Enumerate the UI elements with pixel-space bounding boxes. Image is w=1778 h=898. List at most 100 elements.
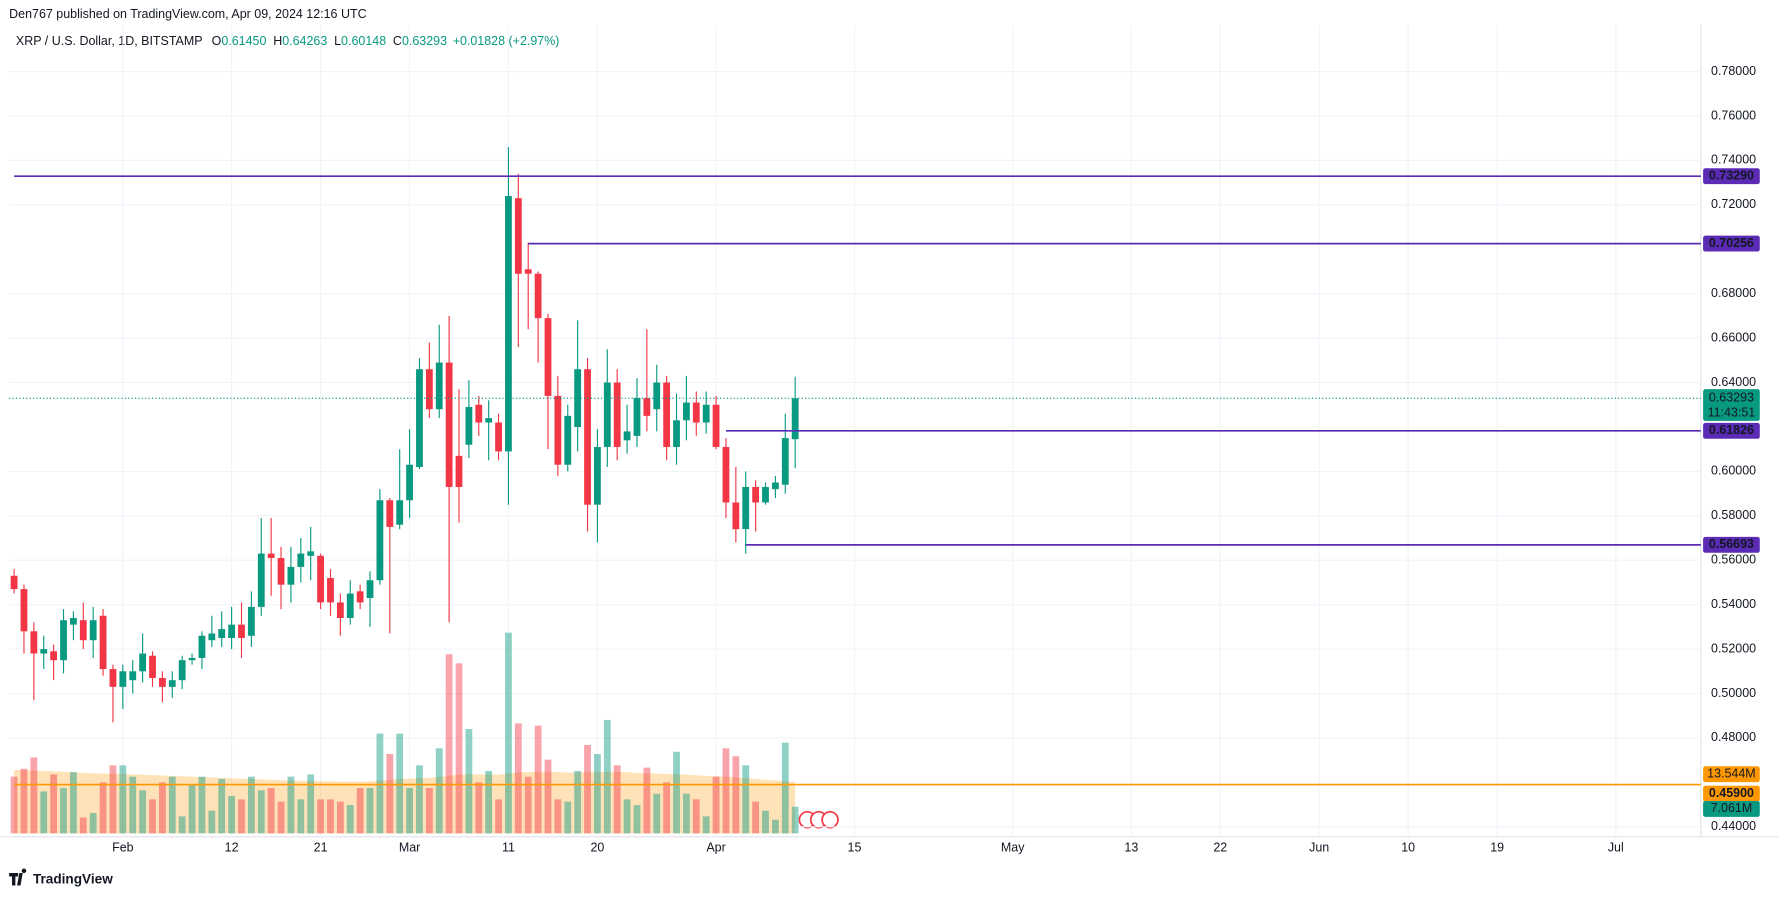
candle-body — [228, 624, 236, 638]
candle-body — [425, 369, 433, 410]
volume-bar — [228, 795, 236, 834]
volume-bar — [455, 663, 463, 834]
candle-body — [396, 500, 404, 525]
candle-body — [70, 617, 77, 625]
volume-ma-label-bg — [1703, 766, 1760, 783]
volume-bar — [60, 788, 67, 834]
candle-body — [653, 382, 661, 410]
candle-body — [514, 198, 522, 274]
candle-body — [623, 431, 631, 441]
candle-body — [742, 486, 750, 530]
level-label-bg — [1703, 235, 1760, 252]
volume-bar — [732, 756, 740, 834]
volume-bar — [238, 799, 245, 834]
candle-body — [643, 398, 651, 416]
volume-bar — [327, 799, 334, 834]
countdown-label: 11:43:51 — [1708, 405, 1756, 419]
volume-bar — [514, 723, 522, 834]
legend-key: L — [334, 34, 341, 48]
candle-body — [10, 575, 18, 590]
volume-bar — [742, 765, 750, 834]
candle-body — [752, 486, 760, 503]
event-icons — [798, 810, 839, 829]
volume-bar — [495, 799, 502, 834]
volume-bar — [109, 765, 117, 834]
candle-body — [445, 362, 453, 487]
volume-bar — [663, 782, 671, 834]
legend-value: 0.61450 — [221, 34, 266, 48]
level-label-bg — [1703, 168, 1760, 185]
volume-bar — [218, 778, 226, 834]
level-label-bg — [1703, 785, 1760, 802]
candle-body — [218, 629, 226, 638]
legend-key: H — [273, 34, 282, 48]
volume-bar — [781, 742, 789, 834]
volume-bar — [119, 765, 127, 834]
volume-bar — [257, 790, 265, 834]
volume-bar — [435, 748, 443, 834]
candle-body — [722, 446, 730, 503]
candle-body — [505, 195, 512, 452]
candle-body — [781, 438, 789, 485]
candle-body — [307, 551, 315, 556]
legend-change: +0.01828 (+2.97%) — [453, 34, 560, 48]
volume-bar — [366, 788, 374, 834]
volume-bar — [574, 771, 582, 834]
last-price-bg — [1703, 389, 1760, 421]
candle-body — [317, 555, 324, 603]
y-tick-label: 0.66000 — [1711, 330, 1756, 344]
y-tick-label: 0.64000 — [1711, 375, 1756, 389]
volume-bar — [534, 725, 542, 834]
y-tick-label: 0.48000 — [1711, 730, 1756, 744]
candle-body — [208, 633, 216, 641]
candle-body — [613, 382, 621, 447]
x-tick-label: 10 — [1401, 840, 1415, 854]
volume-bar — [722, 748, 730, 834]
candle-body — [712, 404, 720, 447]
candle-body — [257, 553, 265, 607]
x-tick-label: 11 — [502, 840, 515, 854]
volume-bar — [208, 810, 216, 834]
volume-bar — [317, 799, 324, 834]
candle-body — [416, 369, 423, 467]
volume-bar — [425, 788, 433, 834]
y-tick-label: 0.76000 — [1711, 108, 1756, 122]
x-tick-label: Jul — [1608, 840, 1624, 854]
volume-bar — [594, 754, 601, 834]
candle-body — [129, 671, 137, 681]
y-tick-label: 0.60000 — [1711, 464, 1756, 478]
candle-body — [356, 591, 364, 603]
candle-body — [762, 486, 769, 503]
volume-bar — [505, 632, 512, 834]
candle-body — [495, 422, 502, 452]
x-tick-label: Apr — [706, 840, 725, 854]
candle-body — [475, 404, 483, 423]
candle-body — [683, 402, 690, 421]
candle-body — [564, 415, 572, 465]
volume-bar — [89, 812, 97, 834]
volume-bar — [623, 799, 631, 834]
candle-body — [366, 580, 374, 598]
volume-bar — [70, 772, 77, 834]
logo: TradingView — [9, 868, 113, 886]
volume-bar — [99, 782, 107, 834]
event-icon[interactable] — [821, 810, 839, 829]
candle-body — [406, 464, 413, 501]
candle-body — [277, 558, 285, 585]
logo-mark — [9, 868, 27, 886]
volume-bar — [762, 810, 769, 834]
legend-title: XRP / U.S. Dollar, 1D, BITSTAMP — [16, 34, 203, 48]
volume-bar — [544, 759, 552, 834]
candle-body — [633, 398, 641, 436]
legend-line: XRP / U.S. Dollar, 1D, BITSTAMP O0.61450 H… — [16, 34, 560, 48]
candle-body — [673, 420, 680, 447]
volume-bar — [584, 744, 591, 834]
volume-bar — [771, 819, 779, 834]
candle-body — [732, 502, 740, 530]
volume-bar — [416, 765, 423, 834]
volume-ma-label: 13.544M — [1707, 767, 1756, 781]
candle-body — [79, 620, 87, 641]
volume-bar — [673, 751, 680, 834]
candle-body — [455, 455, 463, 487]
